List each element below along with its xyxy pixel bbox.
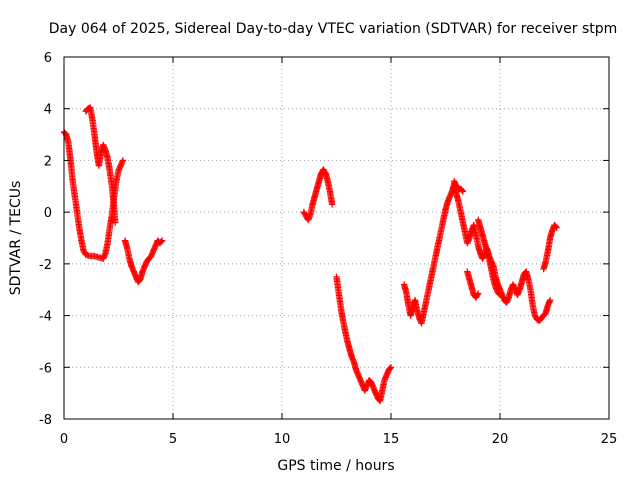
y-tick-label: 4	[44, 103, 52, 118]
data-point-marker	[546, 296, 554, 304]
y-tick-label: -6	[39, 361, 52, 376]
data-point-marker	[158, 237, 166, 244]
data-marks	[60, 104, 560, 405]
x-tick-label: 20	[492, 432, 509, 447]
x-axis-label: GPS time / hours	[277, 458, 394, 474]
data-point-marker	[474, 291, 481, 299]
data-point-marker	[119, 157, 127, 164]
y-tick-label: -4	[39, 310, 52, 325]
data-point-marker	[328, 201, 336, 208]
data-point-marker	[496, 290, 503, 298]
chart-title: Day 064 of 2025, Sidereal Day-to-day VTE…	[49, 21, 618, 37]
data-point-marker	[553, 224, 560, 231]
x-tick-label: 10	[274, 432, 291, 447]
data-point-marker	[459, 188, 467, 195]
data-point-marker	[112, 219, 119, 226]
data-point-marker	[475, 290, 482, 297]
x-tick-label: 0	[60, 432, 68, 447]
data-point-marker	[387, 364, 394, 372]
x-tick-labels: 0 5 10 15 20 25	[60, 432, 617, 447]
plot-frame	[63, 56, 610, 420]
y-tick-label: -2	[39, 258, 52, 273]
y-tick-labels: -8 -6 -4 -2 0 2 4 6	[39, 51, 52, 428]
data-point-marker	[496, 291, 504, 299]
axis-ticks	[63, 56, 610, 420]
x-tick-label: 15	[383, 432, 400, 447]
data-point-marker	[387, 364, 395, 371]
y-tick-label: -8	[39, 413, 52, 428]
grid-lines	[64, 57, 609, 419]
y-tick-label: 0	[44, 206, 52, 221]
y-axis-label: SDTVAR / TECUs	[8, 181, 24, 296]
x-tick-label: 25	[601, 432, 618, 447]
x-tick-label: 5	[169, 432, 177, 447]
data-point-marker	[552, 223, 560, 230]
y-tick-label: 6	[44, 51, 52, 66]
y-tick-label: 2	[44, 154, 52, 169]
data-point-marker	[459, 187, 466, 194]
data-point-marker	[158, 238, 165, 245]
